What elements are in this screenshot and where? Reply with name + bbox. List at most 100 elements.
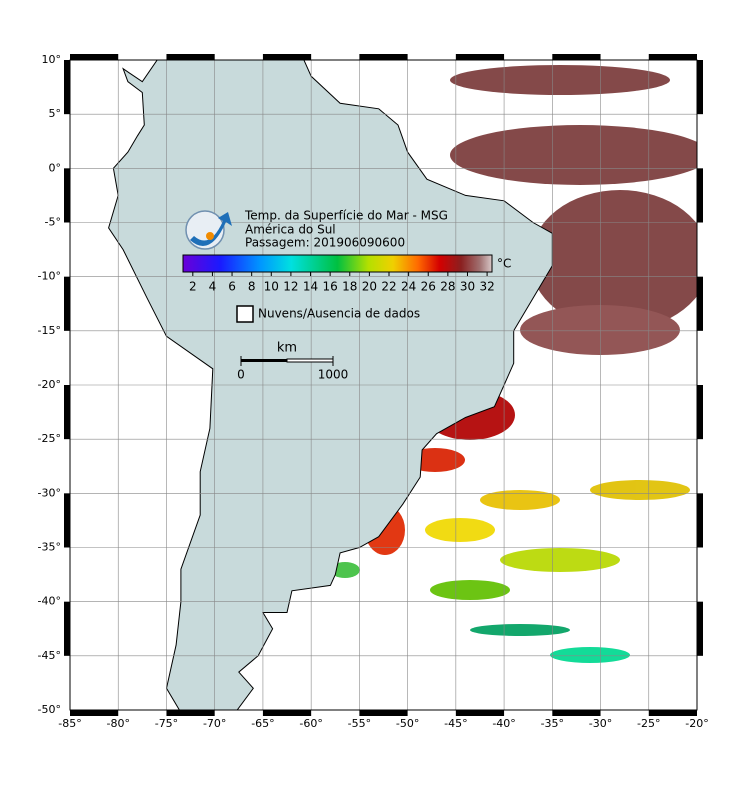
border-segment [648,54,697,60]
lon-tick-label: -85° [58,717,81,730]
border-segment [697,168,703,223]
border-segment [262,710,312,716]
border-segment [552,54,601,60]
border-segment [64,601,70,656]
sst-patch [480,490,560,510]
lon-tick-label: -70° [203,717,226,730]
border-segment [64,168,70,223]
colorbar-tick-label: 32 [479,280,494,294]
border-segment [70,710,119,716]
border-segment [166,54,215,60]
border-segment [455,710,505,716]
colorbar-tick-label: 8 [248,280,256,294]
colorbar-tick-label: 22 [381,280,396,294]
border-segment [262,54,312,60]
colorbar-ticks: 2 4 6 8 10 12 14 16 18 20 22 24 26 28 30 32 [189,272,495,294]
colorbar-tick-label: 26 [421,280,436,294]
lon-tick-label: -45° [444,717,467,730]
sst-patch [520,305,680,355]
sst-patch [550,647,630,663]
scale-bar [286,358,334,363]
lat-tick-label: -30° [38,486,61,499]
sst-patch [450,65,670,95]
lon-tick-label: -60° [299,717,322,730]
border-segment [70,54,119,60]
lat-tick-label: 10° [42,53,62,66]
border-segment [455,54,505,60]
lon-tick-label: -20° [685,717,708,730]
sst-patch [450,125,697,185]
sst-patch [470,624,570,636]
border-segment [64,276,70,331]
lon-tick-label: -30° [589,717,612,730]
border-segment [359,54,408,60]
border-segment [697,60,703,115]
colorbar-tick-label: 6 [228,280,236,294]
grid [70,60,697,710]
colorbar-tick-label: 24 [401,280,416,294]
colorbar-tick-label: 4 [209,280,217,294]
lon-tick-label: -50° [396,717,419,730]
lat-tick-label: -15° [38,324,61,337]
sst-patch [530,190,697,330]
lon-tick-label: -65° [251,717,274,730]
sst-patch [500,548,620,572]
legend-pass: Passagem: 201906090600 [245,236,405,250]
lat-tick-label: -25° [38,432,61,445]
colorbar-tick-label: 18 [342,280,357,294]
lon-tick-label: -55° [348,717,371,730]
legend: Temp. da Superfície do Mar - MSG América… [182,209,511,382]
border-segment [64,60,70,115]
border-segment [64,385,70,440]
border-segment [166,710,215,716]
lon-tick-label: -40° [492,717,515,730]
colorbar-tick-label: 14 [303,280,318,294]
colorbar-tick-label: 28 [440,280,455,294]
map-area [70,60,697,710]
lat-tick-label: -45° [38,649,61,662]
scale-title: km [277,341,297,356]
lon-tick-label: -75° [155,717,178,730]
lat-tick-label: -10° [38,270,61,283]
colorbar-tick-label: 10 [264,280,279,294]
lat-tick-label: -5° [45,216,61,229]
lat-tick-label: -35° [38,541,61,554]
inpe-logo-sun [206,232,214,240]
colorbar-tick-label: 12 [283,280,298,294]
legend-title: Temp. da Superfície do Mar - MSG [244,209,448,223]
lon-tick-label: -25° [637,717,660,730]
lat-tick-label: 0° [49,161,62,174]
border-segment [697,276,703,331]
scale-start: 0 [237,368,245,382]
scale-end: 1000 [318,368,349,382]
lon-tick-label: -80° [106,717,129,730]
lat-tick-label: -20° [38,378,61,391]
frame-border [64,54,703,716]
border-segment [697,601,703,656]
scale-bar [241,359,287,362]
lat-tick-label: 5° [49,107,62,120]
colorbar-unit: °C [497,257,511,271]
colorbar-tick-label: 20 [362,280,377,294]
sst-patch [425,518,495,542]
border-segment [648,710,697,716]
lon-tick-label: -35° [541,717,564,730]
clouds-swatch [236,305,254,323]
border-segment [552,710,601,716]
border-segment [697,493,703,548]
sst-patch [430,580,510,600]
clouds-legend: Nuvens/Ausencia de dados [258,307,420,321]
axis-labels: -85° -80° -75° -70° -65° -60° -55° -50° -45° -40°… [38,53,709,730]
border-segment [359,710,408,716]
sst-patch [590,480,690,500]
colorbar-tick-label: 30 [460,280,475,294]
lat-tick-label: -50° [38,703,61,716]
border-segment [697,385,703,440]
legend-subtitle: América do Sul [245,223,336,237]
colorbar [182,254,493,273]
border-segment [64,493,70,548]
colorbar-tick-label: 2 [189,280,197,294]
lat-tick-label: -40° [38,595,61,608]
colorbar-tick-label: 16 [323,280,338,294]
